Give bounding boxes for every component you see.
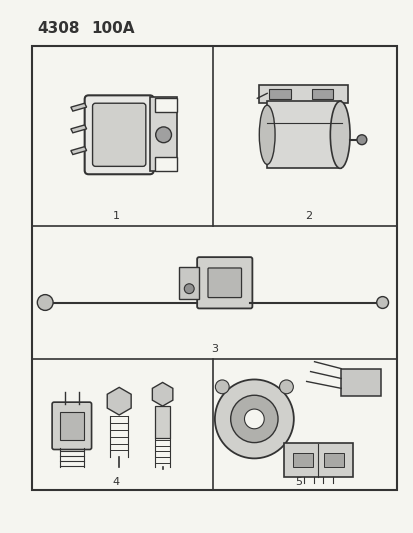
FancyBboxPatch shape <box>85 95 153 174</box>
Text: 5: 5 <box>294 477 301 487</box>
Bar <box>283 442 352 477</box>
Bar <box>340 369 380 396</box>
FancyBboxPatch shape <box>207 268 241 297</box>
FancyBboxPatch shape <box>52 402 91 449</box>
Bar <box>259 85 347 103</box>
FancyBboxPatch shape <box>93 103 145 166</box>
Circle shape <box>184 284 194 294</box>
Circle shape <box>230 395 278 442</box>
Bar <box>324 454 343 467</box>
Circle shape <box>356 135 366 144</box>
Bar <box>292 454 312 467</box>
Ellipse shape <box>330 101 349 168</box>
Bar <box>311 90 332 99</box>
Circle shape <box>214 379 293 458</box>
Bar <box>154 98 177 112</box>
Text: 4308: 4308 <box>37 21 80 36</box>
Text: 1: 1 <box>112 211 119 221</box>
Polygon shape <box>152 382 173 406</box>
FancyBboxPatch shape <box>197 257 252 309</box>
Bar <box>154 406 170 438</box>
Bar <box>32 46 396 490</box>
Text: 3: 3 <box>211 344 218 354</box>
Circle shape <box>37 295 53 310</box>
Bar <box>154 157 177 171</box>
Bar <box>266 101 340 168</box>
Circle shape <box>244 409 263 429</box>
Circle shape <box>376 296 387 309</box>
Bar <box>179 267 199 298</box>
Text: 4: 4 <box>112 477 119 487</box>
Ellipse shape <box>259 105 274 164</box>
Bar <box>60 412 83 440</box>
Text: 100A: 100A <box>91 21 135 36</box>
Bar <box>150 98 177 171</box>
Polygon shape <box>71 147 86 155</box>
Polygon shape <box>71 125 86 133</box>
Circle shape <box>155 127 171 143</box>
Polygon shape <box>71 103 86 111</box>
Circle shape <box>279 380 293 394</box>
Bar <box>268 90 290 99</box>
Polygon shape <box>107 387 131 415</box>
Text: 2: 2 <box>304 211 311 221</box>
Circle shape <box>215 380 229 394</box>
